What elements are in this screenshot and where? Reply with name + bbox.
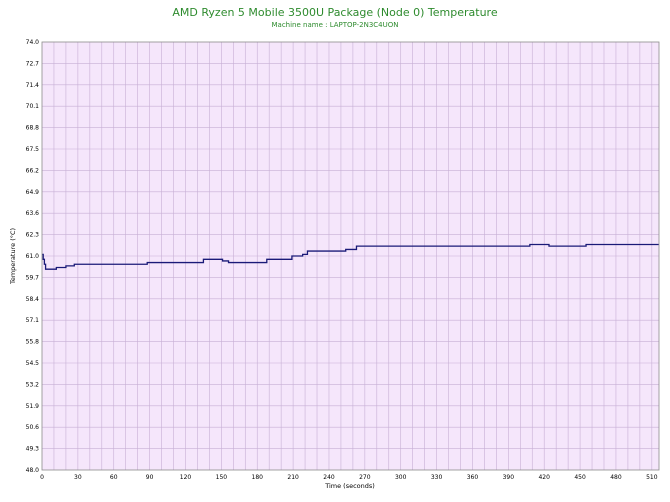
x-tick-label: 300 [395, 474, 407, 481]
y-tick-label: 68.8 [26, 125, 40, 132]
y-tick-label: 51.9 [26, 403, 40, 410]
axis-ticks: 0 30 60 90 120 150 180 210 240 270 300 330 360 390 420… [26, 39, 658, 481]
y-tick-label: 53.2 [26, 381, 40, 388]
x-tick-label: 360 [467, 474, 479, 481]
y-tick-label: 71.4 [26, 82, 40, 89]
y-tick-label: 48.0 [26, 467, 40, 474]
y-tick-label: 72.7 [26, 60, 40, 67]
chart-title: AMD Ryzen 5 Mobile 3500U Package (Node 0… [172, 6, 497, 19]
x-tick-label: 0 [40, 474, 44, 481]
x-tick-label: 30 [74, 474, 82, 481]
x-tick-label: 240 [323, 474, 335, 481]
x-tick-label: 480 [610, 474, 622, 481]
chart-subtitle: Machine name : LAPTOP-2N3C4UON [272, 21, 399, 29]
temperature-series-line [42, 243, 659, 270]
y-tick-label: 50.6 [26, 424, 40, 431]
x-tick-label: 330 [431, 474, 443, 481]
x-tick-label: 150 [216, 474, 228, 481]
y-axis-label: Temperature (°C) [9, 228, 17, 285]
y-tick-label: 55.8 [26, 339, 40, 346]
y-tick-label: 57.1 [26, 317, 40, 324]
y-tick-label: 64.9 [26, 189, 40, 196]
x-tick-label: 90 [146, 474, 154, 481]
y-tick-label: 67.5 [26, 146, 40, 153]
x-tick-label: 120 [180, 474, 192, 481]
y-tick-label: 70.1 [26, 103, 40, 110]
y-tick-label: 63.6 [26, 210, 40, 217]
y-tick-label: 59.7 [26, 274, 40, 281]
y-tick-label: 58.4 [26, 296, 40, 303]
grid-lines [42, 42, 659, 470]
x-tick-label: 270 [359, 474, 371, 481]
y-tick-label: 62.3 [26, 232, 40, 239]
x-tick-label: 180 [252, 474, 264, 481]
x-tick-label: 390 [503, 474, 515, 481]
y-tick-label: 66.2 [26, 167, 40, 174]
y-tick-label: 54.5 [26, 360, 40, 367]
y-tick-label: 74.0 [26, 39, 40, 46]
x-tick-label: 210 [287, 474, 299, 481]
y-tick-label: 49.3 [26, 446, 40, 453]
x-tick-label: 420 [538, 474, 550, 481]
plot-frame [41, 41, 660, 471]
y-tick-label: 61.0 [26, 253, 40, 260]
x-tick-label: 510 [646, 474, 658, 481]
x-tick-label: 60 [110, 474, 118, 481]
x-tick-label: 450 [574, 474, 586, 481]
x-axis-label: Time (seconds) [324, 482, 375, 490]
